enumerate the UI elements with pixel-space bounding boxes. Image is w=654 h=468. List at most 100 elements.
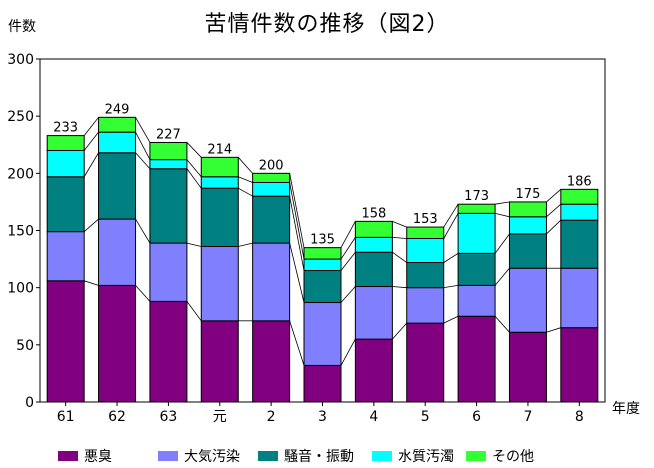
bar-segment [406,322,445,403]
series-connector-line [443,315,459,324]
bar-segment [508,331,547,403]
bar-segment [252,172,291,183]
bar-total-label: 175 [516,187,541,202]
bar-segment [303,364,342,403]
bar-segment [252,181,291,197]
x-tick-label: 7 [523,409,532,425]
series-connector-line [289,242,305,303]
series-connector-line [392,220,407,228]
series-connector-line [340,286,356,303]
legend-swatch [258,451,278,461]
y-tick-label: 0 [25,395,34,411]
bar-segment [457,252,496,286]
y-tick-label: 250 [7,109,34,125]
series-connector-line [546,327,561,333]
x-axis-label: 年度 [612,401,640,417]
bar-segment [98,284,137,403]
series-connector-line [83,131,99,151]
series-connector-line [83,117,99,136]
y-tick-label: 100 [7,281,34,297]
series-connector-line [238,176,253,183]
x-tick-label: 8 [575,409,584,425]
y-tick-label: 50 [16,338,34,354]
bar-total-label: 158 [361,206,386,221]
series-connector-line [546,189,562,203]
series-connector-line [186,159,202,178]
legend-swatch [372,451,392,461]
bar-segment [98,152,137,220]
bar-segment [303,302,342,366]
series-connector-line [494,233,510,254]
series-connector-line [443,203,459,228]
bar-segment [508,233,547,269]
series-connector-line [186,301,202,322]
bar-segment [457,284,496,317]
bar-total-label: 233 [53,121,78,136]
bar-total-label: 173 [464,189,489,204]
bar-segment [354,338,393,403]
bar-segment [149,300,188,403]
bar-total-label: 135 [310,233,335,248]
bar-segment [46,176,85,233]
series-connector-line [237,157,253,174]
bar-segment [98,218,137,286]
bar-segment [560,267,599,329]
bar-segment [149,159,188,170]
series-connector-line [494,212,510,218]
series-connector-line [392,251,407,263]
bar-segment [406,226,445,240]
bar-segment [98,116,137,133]
x-tick-label: 63 [159,409,177,425]
y-tick-label: 300 [7,52,34,68]
series-connector-line [443,253,459,263]
bar-segment [508,201,547,218]
x-tick-label: 元 [213,409,227,425]
series-connector-line [186,142,202,158]
bar-segment [46,149,85,178]
bar-segment [457,203,496,214]
bar-segment [200,176,239,189]
series-connector-line [289,320,305,366]
bar-segment [252,242,291,322]
series-connector-line [186,168,202,189]
legend-label: 騒音・振動 [284,449,354,465]
series-connector-line [84,280,99,286]
series-connector-line [340,237,356,260]
y-axis-label: 件数 [8,19,36,35]
x-tick-label: 61 [57,409,75,425]
legend-swatch [466,451,486,461]
bar-segment [252,320,291,403]
series-connector-line [135,285,151,302]
series-connector-line [392,286,407,289]
bar-segment [354,220,393,238]
x-tick-label: 62 [108,409,126,425]
legend-item: 騒音・振動 [258,446,354,466]
legend-swatch [158,451,178,461]
bar-segment [560,188,599,205]
series-connector-line [340,338,356,366]
series-connector-line [494,315,510,333]
legend-item: その他 [466,446,534,466]
bar-segment [149,141,188,161]
bar-total-label: 249 [105,102,130,117]
y-tick-label: 200 [7,166,34,182]
chart-title: 苦情件数の推移（図2） [204,12,450,37]
bar-segment [354,286,393,340]
x-tick-label: 2 [267,409,276,425]
series-connector-line [392,236,407,239]
bar-segment [200,320,239,403]
bar-segment [252,195,291,244]
legend-item: 大気汚染 [158,446,240,466]
bar-total-label: 200 [259,158,284,173]
x-tick-label: 6 [472,409,481,425]
bar-segment [303,247,342,260]
bar-segment [200,246,239,322]
legend-swatch [58,451,78,461]
bar-segment [149,168,188,244]
bar-total-label: 227 [156,127,181,142]
x-tick-label: 4 [369,409,378,425]
bar-segment [354,236,393,253]
bar-segment [560,219,599,269]
bar-total-label: 214 [207,142,232,157]
